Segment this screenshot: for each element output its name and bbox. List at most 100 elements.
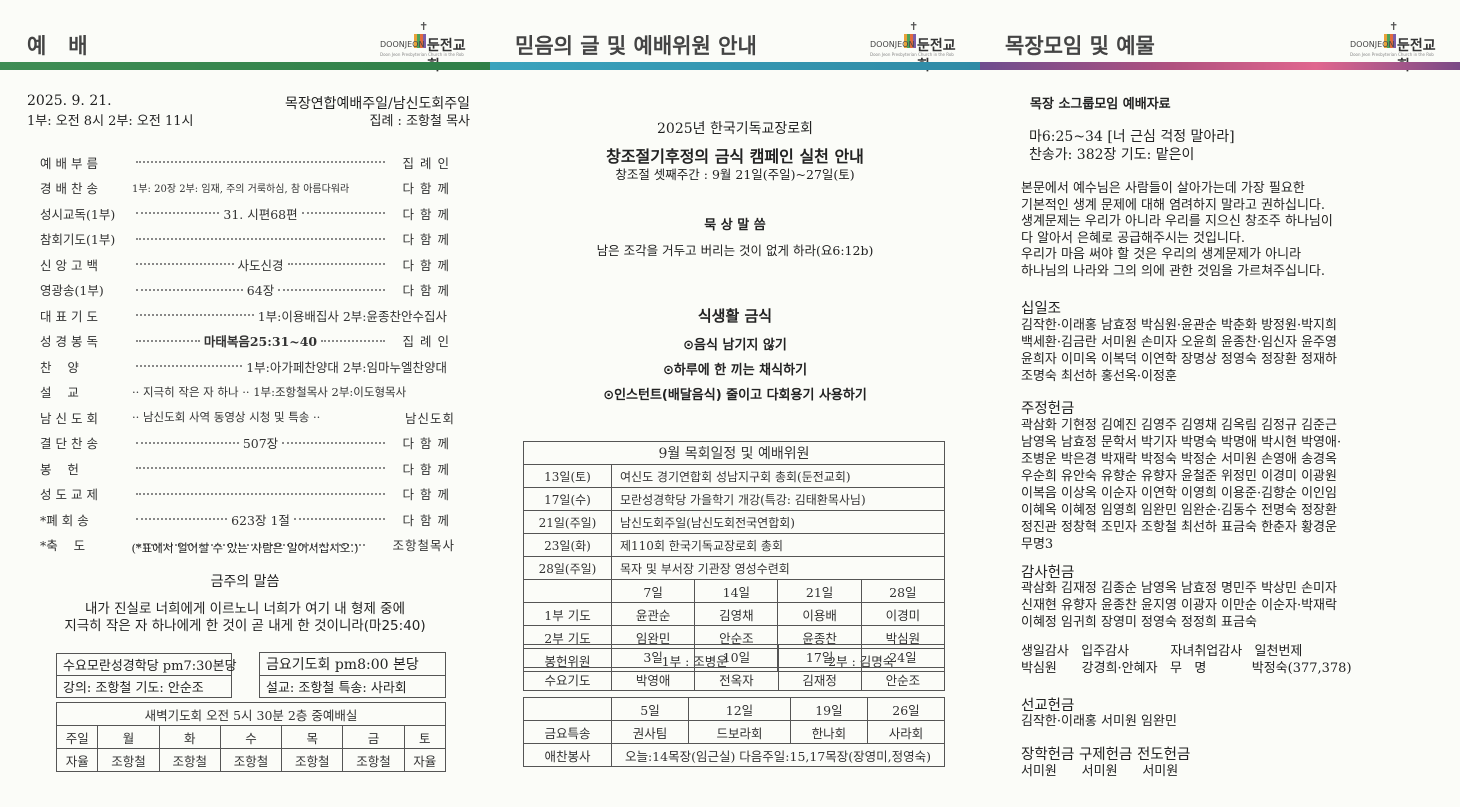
order-person: 다함께 (402, 257, 455, 273)
order-content: 1부: 20장 2부: 임재, 주의 거룩하심, 참 아름다워라 (126, 180, 397, 195)
dot-leader (287, 263, 386, 265)
dot-leader (293, 518, 386, 520)
logo-english: DOONJEON (380, 40, 425, 49)
order-row: 결단찬송 507장 다함께 (40, 432, 455, 454)
dot-leader (278, 288, 385, 291)
smallgroup-hymn: 찬송가: 382장 기도: 맡은이 (1029, 147, 1195, 163)
cross-icon: ✝ (1389, 20, 1399, 33)
event-row: 23일(화) 제110회 한국기독교장로회 총회 (523, 533, 945, 557)
dot-leader (136, 212, 220, 214)
wednesday-bible-info: 강의: 조항철 기도: 안순조 (63, 681, 204, 696)
event-desc: 남신도회주일(남신도회전국연합회) (611, 510, 945, 534)
cross-icon: ✝ (909, 20, 919, 33)
section-color-bar (0, 62, 490, 70)
wed-prayer-name: 안순조 (860, 667, 946, 691)
dot-leader (136, 365, 243, 367)
order-content (126, 161, 397, 163)
service-leader: 집례 : 조항철 목사 (369, 114, 471, 129)
order-label: 예배부름 (40, 155, 103, 171)
dot-leader (301, 212, 386, 214)
dawn-day: 금 (342, 725, 405, 749)
logo-bars (904, 34, 916, 48)
service-theme: 목장연합예배주일/남신도회주일 (284, 96, 470, 112)
order-text: 사도신경 (237, 257, 284, 273)
order-content (126, 543, 377, 546)
fri-song-name: 사라회 (866, 720, 946, 744)
campaign-period: 창조절 셋째주간 : 9월 21일(주일)~27일(토) (615, 167, 855, 182)
friday-date: 26일 (866, 697, 946, 721)
section-color-bar (980, 62, 1460, 70)
order-content: 507장 (126, 433, 397, 452)
order-row: 참회기도(1부) 다함께 (40, 228, 455, 250)
friday-song-table: 5일 12일 19일 26일 금요특송 권사팀 드보라회 한나회 사라회 애찬봉사 오늘:14목… (523, 697, 946, 767)
prayer1-label: 1부 기도 (523, 602, 612, 626)
event-desc: 제110회 한국기독교장로회 총회 (611, 533, 945, 557)
order-row: 찬 양 1부:아가페찬양대 2부:임마누엘찬양대 (40, 355, 455, 377)
standing-note: (*표에서 일어설 수 있는 사람은 일어서십시오.) (131, 541, 359, 555)
dot-leader (136, 339, 200, 342)
order-row: 성도교제 다함께 (40, 483, 455, 505)
dawn-day: 주일 (55, 725, 99, 749)
order-text: ·· 지극히 작은 자 하나 ·· 1부:조항철목사 2부:이도형목사 (132, 384, 407, 399)
wed-prayer-label: 수요기도 (523, 667, 612, 691)
section-title-1: 믿음의 글 및 예배위원 안내 (515, 34, 757, 58)
dawn-leader: 자율 (55, 748, 99, 772)
order-text: 1부:아가페찬양대 2부:임마누엘찬양대 (246, 359, 447, 375)
schedule-table: 9월 목회일정 및 예배위원 13일(토) 여신도 경기연합회 성남지구회 총회(… (523, 441, 946, 672)
tithe-names: 김작한·이래홍 남효정 박심원·윤관순 박춘화 방정원·박지희 백세환·김금란 … (1021, 318, 1337, 384)
order-label: 설 교 (40, 385, 79, 400)
dawn-leader: 조항철 (281, 748, 344, 772)
event-row: 13일(토) 여신도 경기연합회 성남지구회 총회(둔전교회) (523, 464, 945, 488)
order-label: 대표기도 (40, 308, 103, 324)
wednesday-date: 10일 (694, 644, 779, 668)
order-row: 예배부름 집례인 (40, 151, 455, 173)
empty-cell (523, 579, 612, 603)
order-person: 다함께 (402, 283, 455, 298)
smallgroup-body: 본문에서 예수님은 사람들이 살아가는데 가장 필요한 기본적인 생계 문제에 … (1021, 181, 1333, 279)
dot-leader (136, 467, 385, 469)
service-times: 1부: 오전 8시 2부: 오전 11시 (27, 114, 194, 129)
order-person: 남신도회 (404, 410, 455, 426)
order-row: 성경봉독 마태복음25:31~40 집례인 (40, 330, 455, 352)
tithe-title: 십일조 (1021, 301, 1062, 317)
church-logo: ✝DOONJEON둔전교회Doon Jeon Presbyterian Chur… (380, 20, 475, 74)
schedule-title: 9월 목회일정 및 예배위원 (523, 441, 945, 465)
fasting-title: 식생활 금식 (697, 307, 773, 325)
order-content: ·· 남신도회 사역 동영상 시청 및 특송 ·· (126, 409, 377, 425)
wednesday-date: 24일 (860, 644, 946, 668)
empty-cell (523, 697, 612, 721)
dawn-leader: 자율 (403, 748, 447, 772)
order-content: 마태복음25:31~40 (126, 331, 397, 350)
special-offering-names: 박심원 강경희·안혜자 무 명 박정숙(377,378) (1021, 661, 1352, 676)
order-label: 신앙고백 (40, 257, 103, 273)
order-row: 남신도회 ·· 남신도회 사역 동영상 시청 및 특송 ·· 남신도회 (40, 406, 455, 428)
order-label: 성경봉독 (40, 334, 103, 349)
logo-english: DOONJEON (1350, 40, 1395, 49)
event-row: 17일(수) 모란성경학당 가을학기 개강(특강: 김태환목사님) (523, 487, 945, 511)
meditation-title: 묵 상 말 씀 (704, 218, 766, 233)
section-title-2: 목장모임 및 예물 (1005, 34, 1155, 58)
order-person: 다함께 (402, 232, 455, 247)
order-person: 다함께 (402, 206, 455, 222)
logo-bars (1384, 34, 1396, 48)
order-text: 623장 1절 (231, 512, 290, 528)
order-row: *축 도 조항철목사 (40, 534, 455, 556)
dot-leader (136, 492, 385, 495)
order-person: 다함께 (402, 181, 455, 196)
order-label: *축 도 (40, 538, 86, 553)
order-row: 영광송(1부) 64장 다함께 (40, 279, 455, 301)
order-label: 참회기도(1부) (40, 232, 116, 247)
dot-leader (321, 339, 385, 342)
church-logo: ✝DOONJEON둔전교회Doon Jeon Presbyterian Chur… (1350, 20, 1445, 74)
order-text: 31. 시편68편 (223, 206, 298, 222)
order-row: 설 교 ·· 지극히 작은 자 하나 ·· 1부:조항철목사 2부:이도형목사 (40, 381, 455, 403)
friday-prayer-info: 설교: 조항철 특송: 사라회 (266, 681, 407, 696)
mission-offering-names: 김작한·이래홍 서미원 임완민 (1021, 714, 1177, 729)
order-content: ·· 지극히 작은 자 하나 ·· 1부:조항철목사 2부:이도형목사 (126, 384, 455, 400)
logo-subtitle: Doon Jeon Presbyterian Church in the Rob (870, 52, 954, 57)
prayer1-name: 윤관순 (610, 602, 696, 626)
wed-prayer-name: 김재정 (777, 667, 862, 691)
order-person: 다함께 (402, 461, 455, 477)
fasting-item: ⊙음식 남기지 않기 (683, 338, 787, 353)
fri-song-label: 금요특송 (523, 720, 612, 744)
